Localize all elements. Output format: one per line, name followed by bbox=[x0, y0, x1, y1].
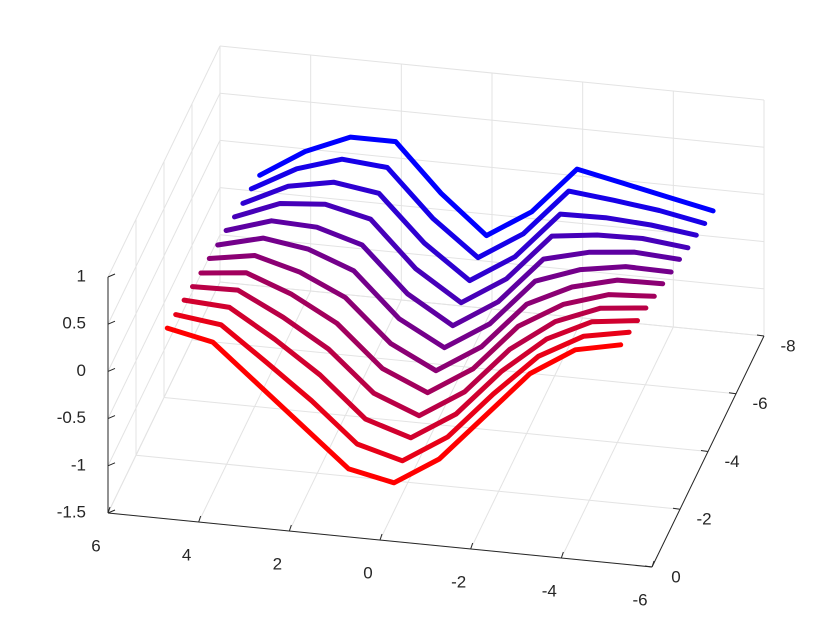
grid-line bbox=[107, 92, 221, 325]
tick-mark bbox=[198, 515, 202, 523]
tick-mark bbox=[700, 450, 709, 452]
y-tick-label: 0 bbox=[671, 567, 680, 586]
tick-mark bbox=[107, 415, 116, 420]
y-tick-label: -4 bbox=[724, 452, 739, 471]
tick-mark bbox=[107, 367, 116, 372]
tick-mark bbox=[644, 565, 653, 568]
grid-line bbox=[107, 187, 221, 419]
grid-line bbox=[107, 140, 221, 372]
z-tick-label: 0 bbox=[77, 361, 86, 380]
grid-line bbox=[135, 454, 681, 510]
tick-mark bbox=[107, 273, 116, 278]
z-tick-label: 0.5 bbox=[62, 314, 86, 333]
grid-line bbox=[219, 281, 765, 337]
grid-line bbox=[107, 45, 221, 278]
tick-mark bbox=[107, 506, 111, 514]
series-line bbox=[257, 134, 716, 239]
x-tick-label: -6 bbox=[632, 590, 647, 609]
x-tick-label: -4 bbox=[542, 581, 557, 600]
z-tick-label: 1 bbox=[77, 266, 86, 285]
grid-line bbox=[219, 45, 765, 101]
series-line bbox=[164, 325, 624, 486]
series-line bbox=[215, 235, 674, 351]
tick-mark bbox=[728, 392, 737, 395]
x-tick-label: 6 bbox=[91, 536, 100, 555]
z-tick-label: -0.5 bbox=[57, 408, 86, 427]
series-line bbox=[223, 218, 682, 329]
series-line bbox=[240, 179, 699, 284]
grid-line bbox=[219, 234, 765, 290]
series-line bbox=[181, 297, 640, 441]
y-tick-label: -2 bbox=[696, 510, 711, 529]
tick-mark bbox=[470, 542, 474, 550]
x-tick-label: 4 bbox=[182, 545, 191, 564]
series-line bbox=[173, 312, 632, 464]
series-line bbox=[206, 253, 666, 374]
tick-mark bbox=[651, 560, 655, 568]
x-tick-label: 0 bbox=[363, 563, 372, 582]
tick-mark bbox=[756, 334, 765, 337]
tick-mark bbox=[107, 320, 116, 325]
z-tick-label: -1 bbox=[71, 455, 86, 474]
tick-mark bbox=[107, 509, 116, 514]
series-line bbox=[190, 284, 649, 419]
series-line bbox=[232, 201, 691, 306]
z-tick-label: -1.5 bbox=[57, 502, 86, 521]
series-line bbox=[198, 270, 657, 396]
grid-line bbox=[219, 92, 765, 148]
tick-mark bbox=[107, 462, 116, 467]
tick-mark bbox=[560, 551, 564, 559]
tick-mark bbox=[672, 507, 681, 510]
tick-mark bbox=[379, 533, 383, 541]
x-tick-label: 2 bbox=[273, 554, 282, 573]
tick-mark bbox=[288, 524, 292, 532]
y-tick-label: -8 bbox=[780, 336, 795, 355]
grid-line bbox=[191, 339, 737, 395]
x-tick-label: -2 bbox=[451, 572, 466, 591]
y-tick-label: -6 bbox=[752, 394, 767, 413]
series-line bbox=[248, 156, 708, 261]
